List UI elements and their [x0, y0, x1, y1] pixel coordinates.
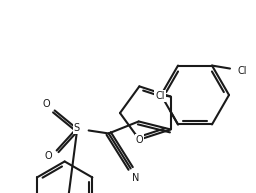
Text: O: O [45, 152, 52, 162]
Text: Cl: Cl [155, 91, 165, 102]
Text: S: S [73, 124, 80, 133]
Text: O: O [135, 135, 143, 145]
Text: O: O [43, 99, 50, 109]
Text: N: N [132, 174, 139, 184]
Text: Cl: Cl [237, 66, 247, 75]
